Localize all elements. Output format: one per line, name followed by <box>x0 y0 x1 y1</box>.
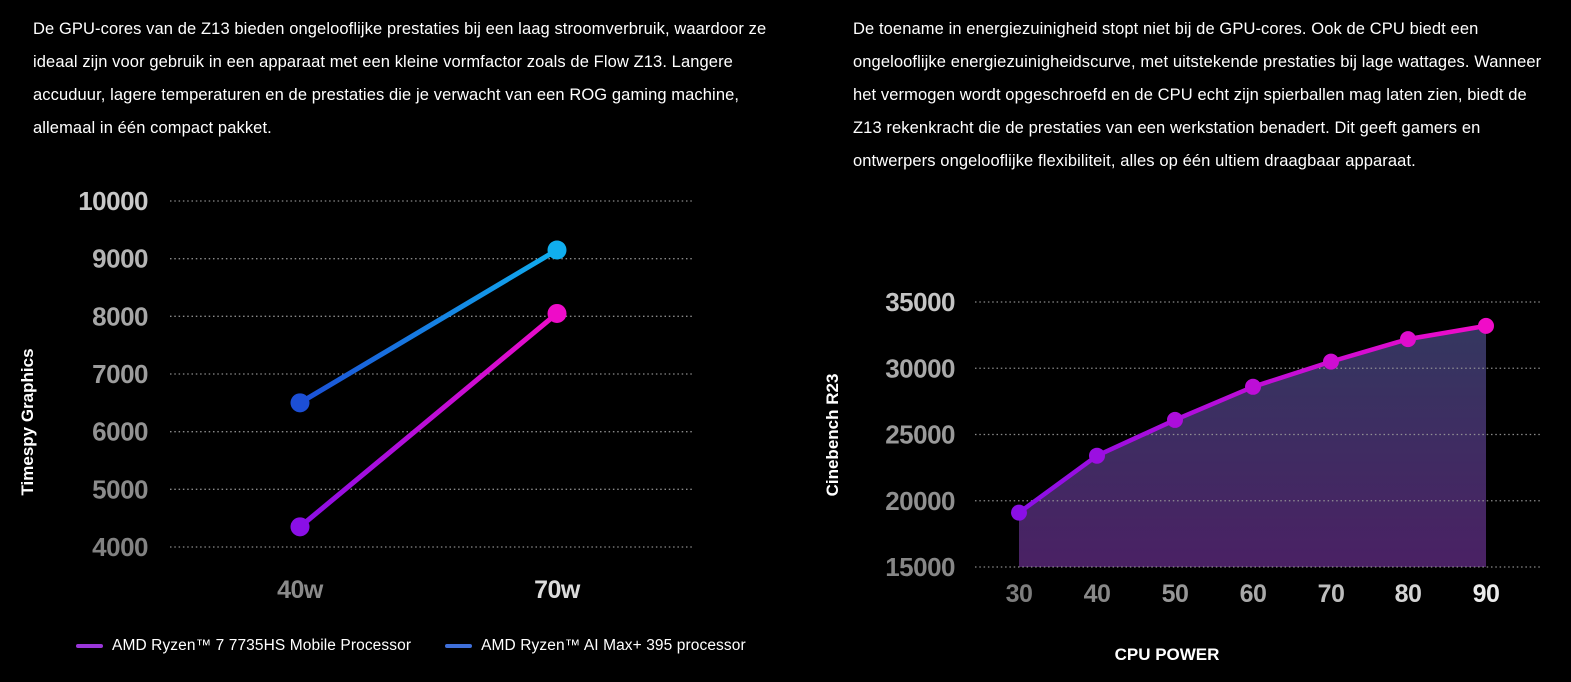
legend-label: AMD Ryzen™ 7 7735HS Mobile Processor <box>112 637 412 654</box>
x-axis-label: CPU POWER <box>1115 645 1220 664</box>
cinebench-r23-chart: 35000 30000 25000 20000 15000 Cinebench R23 30… <box>823 287 1540 664</box>
y-tick-label: 4000 <box>92 532 148 562</box>
timespy-graphics-chart: 10000 9000 8000 7000 6000 5000 4000 Timespy Gra… <box>18 186 692 604</box>
y-tick-label: 9000 <box>92 244 148 274</box>
y-tick-label: 25000 <box>885 420 955 450</box>
x-tick-label: 80 <box>1395 580 1422 608</box>
series-line <box>297 310 560 530</box>
data-point <box>547 303 567 323</box>
x-tick-label: 50 <box>1162 580 1189 608</box>
data-point <box>1089 447 1105 464</box>
y-tick-label: 30000 <box>885 353 955 383</box>
x-tick-label: 40w <box>277 576 324 604</box>
y-tick-label: 8000 <box>92 301 148 331</box>
x-tick-label: 60 <box>1240 580 1267 608</box>
legend-swatch <box>445 644 473 648</box>
x-tick-label: 70w <box>534 576 581 604</box>
data-point <box>1478 317 1494 334</box>
data-point <box>1167 411 1183 428</box>
y-tick-label: 20000 <box>885 486 955 516</box>
y-tick-label: 10000 <box>78 186 148 216</box>
legend-item: AMD Ryzen™ 7 7735HS Mobile Processor <box>76 637 411 655</box>
y-tick-label: 6000 <box>92 417 148 447</box>
y-axis-label: Timespy Graphics <box>18 348 37 495</box>
y-axis-label: Cinebench R23 <box>823 374 842 497</box>
legend-swatch <box>76 644 103 648</box>
y-tick-label: 35000 <box>885 287 955 317</box>
timespy-chart-legend: AMD Ryzen™ 7 7735HS Mobile Processor AMD … <box>76 637 746 655</box>
data-point <box>547 240 567 260</box>
data-point <box>290 517 310 537</box>
y-tick-label: 7000 <box>92 359 148 389</box>
legend-label: AMD Ryzen™ AI Max+ 395 processor <box>481 637 746 654</box>
x-tick-label: 30 <box>1006 580 1033 608</box>
y-tick-label: 5000 <box>92 474 148 504</box>
data-point <box>1323 353 1339 370</box>
series-line <box>297 247 560 406</box>
legend-item: AMD Ryzen™ AI Max+ 395 processor <box>445 637 746 655</box>
x-tick-label: 90 <box>1473 580 1500 608</box>
cpu-intro-paragraph: De toename in energiezuinigheid stopt ni… <box>853 20 1542 170</box>
data-point <box>1400 331 1416 348</box>
data-point <box>1011 504 1027 521</box>
x-tick-label: 40 <box>1084 580 1111 608</box>
data-point <box>1245 378 1261 395</box>
x-tick-label: 70 <box>1318 580 1345 608</box>
area-fill <box>1019 325 1486 567</box>
y-tick-label: 15000 <box>885 552 955 582</box>
data-point <box>290 393 310 413</box>
gpu-intro-paragraph: De GPU-cores van de Z13 bieden ongeloofl… <box>33 20 767 137</box>
